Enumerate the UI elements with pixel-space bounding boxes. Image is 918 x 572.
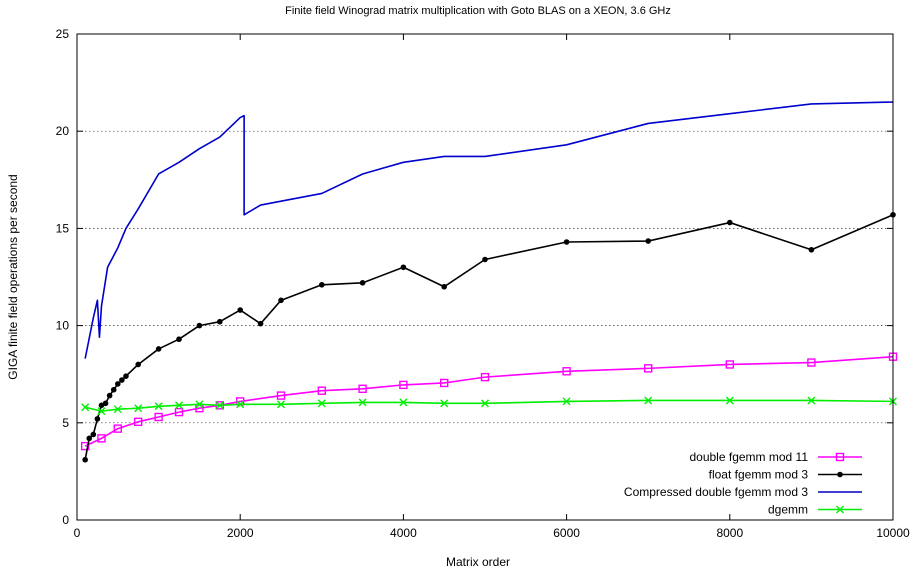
data-point-1-13: [176, 336, 182, 343]
x-axis-label: Matrix order: [446, 555, 510, 569]
data-point-0-12: [399, 380, 408, 390]
data-point-3-10: [317, 399, 326, 408]
x-tick-label-3: 6000: [553, 526, 580, 540]
x-tick-label-4: 8000: [716, 526, 743, 540]
legend-marker-0: [835, 452, 845, 462]
data-point-3-5: [175, 401, 183, 410]
data-point-1-19: [319, 281, 325, 288]
series-layer: [80, 101, 898, 463]
data-point-1-14: [196, 322, 203, 329]
series-2: [84, 101, 894, 359]
y-axis-label: GIGA finite field operations per second: [6, 174, 20, 379]
data-point-3-4: [154, 402, 163, 411]
y-tick-label-3: 15: [56, 221, 70, 235]
data-point-3-8: [236, 400, 245, 409]
data-point-1-21: [400, 264, 407, 271]
data-point-3-2: [113, 405, 122, 414]
data-point-1-3: [94, 416, 101, 422]
x-tick-label-1: 2000: [227, 526, 254, 540]
data-point-0-10: [317, 386, 326, 395]
data-point-1-6: [106, 392, 113, 399]
series-0: [80, 352, 898, 451]
series-line-0: [84, 355, 894, 447]
axis-ticks: 0 5 10 15 20 25 0 2000 4000 6000 8000 10000: [56, 27, 910, 540]
data-point-0-2: [113, 424, 123, 433]
legend-label-2: Compressed double fgemm mod 3: [624, 485, 808, 499]
data-point-0-1: [97, 434, 106, 443]
data-point-0-14: [480, 372, 490, 382]
data-point-0-17: [725, 360, 734, 369]
data-point-1-7: [110, 386, 117, 393]
data-point-3-9: [277, 400, 285, 409]
x-tick-label-0: 0: [74, 526, 81, 540]
data-point-1-10: [123, 373, 129, 379]
data-point-1-24: [563, 239, 570, 245]
data-point-1-27: [808, 246, 815, 253]
data-point-0-18: [807, 358, 816, 367]
data-point-3-15: [562, 397, 571, 406]
data-point-0-9: [276, 391, 286, 400]
legend-marker-1: [837, 471, 843, 478]
legend-label-1: float fgemm mod 3: [709, 468, 809, 482]
data-point-1-9: [119, 377, 125, 383]
grid-lines: [77, 130, 893, 424]
data-point-1-8: [115, 381, 121, 387]
data-point-1-16: [237, 307, 243, 313]
y-tick-label-2: 10: [56, 319, 70, 333]
data-point-3-14: [481, 399, 489, 408]
y-tick-label-0: 0: [62, 513, 69, 527]
legend-label-3: dgemm: [768, 503, 808, 517]
data-point-0-16: [644, 364, 653, 373]
data-point-1-22: [441, 283, 448, 290]
data-point-0-15: [562, 367, 571, 376]
y-tick-label-1: 5: [62, 416, 69, 430]
data-point-1-15: [217, 318, 223, 325]
data-point-1-20: [359, 280, 366, 286]
data-point-1-5: [102, 400, 109, 407]
series-line-3: [84, 399, 894, 412]
series-line-2: [84, 101, 894, 359]
data-point-3-7: [215, 401, 224, 410]
plot-frame: [76, 33, 894, 521]
data-point-0-0: [80, 441, 90, 451]
data-point-1-26: [727, 219, 733, 226]
data-point-0-3: [133, 417, 143, 427]
series-3: [81, 396, 897, 416]
data-point-0-11: [358, 384, 367, 393]
data-point-1-2: [90, 431, 97, 438]
data-point-1-0: [82, 456, 88, 463]
data-point-1-23: [482, 256, 488, 263]
data-point-0-4: [154, 412, 163, 422]
data-point-3-12: [399, 398, 408, 407]
data-point-3-11: [358, 398, 367, 407]
x-tick-label-5: 10000: [876, 526, 910, 540]
data-point-1-12: [155, 346, 162, 352]
data-point-3-13: [440, 399, 449, 408]
data-point-3-3: [134, 404, 143, 413]
data-point-0-13: [440, 378, 449, 388]
data-point-3-0: [81, 403, 90, 412]
series-1: [82, 211, 896, 463]
legend: double fgemm mod 11 float fgemm mod 3 Comp…: [624, 450, 862, 517]
data-point-0-5: [174, 407, 184, 417]
data-point-3-17: [725, 396, 734, 405]
legend-marker-3: [836, 505, 844, 514]
data-point-1-17: [257, 320, 264, 327]
x-tick-label-2: 4000: [390, 526, 417, 540]
y-tick-label-4: 20: [56, 124, 70, 138]
data-point-1-1: [86, 435, 93, 442]
data-point-3-6: [195, 400, 204, 409]
legend-label-0: double fgemm mod 11: [689, 450, 808, 464]
data-point-3-1: [97, 407, 106, 416]
data-point-3-18: [807, 396, 816, 405]
y-tick-label-5: 25: [56, 27, 70, 41]
data-point-1-11: [135, 361, 141, 368]
data-point-1-18: [278, 297, 284, 304]
chart-title: Finite field Winograd matrix multiplicat…: [285, 5, 671, 17]
data-point-3-16: [644, 396, 653, 405]
data-point-1-25: [645, 238, 651, 244]
